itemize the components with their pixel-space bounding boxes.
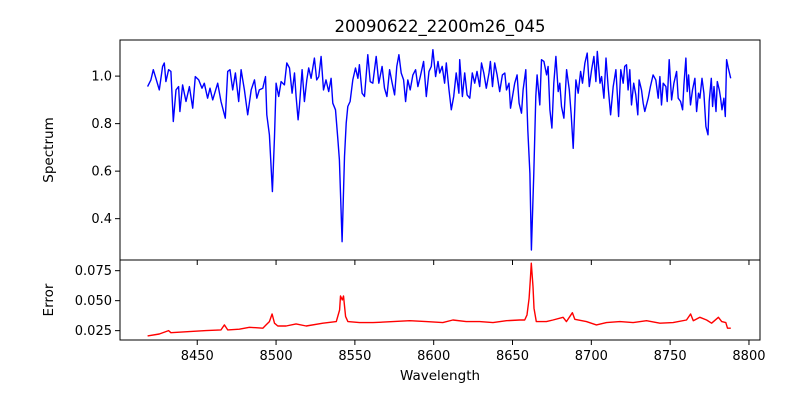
x-tick-label: 8650	[496, 349, 529, 364]
y-tick-label: 0.4	[91, 212, 112, 227]
y-tick-label: 0.025	[75, 324, 112, 339]
error-line	[147, 262, 731, 337]
x-tick-label: 8450	[181, 349, 214, 364]
x-tick-label: 8550	[338, 349, 371, 364]
y-tick-label: 0.8	[91, 117, 112, 132]
x-tick-label: 8500	[260, 349, 293, 364]
y-tick-label: 1.0	[91, 70, 112, 85]
x-tick-label: 8750	[654, 349, 687, 364]
chart-title: 20090622_2200m26_045	[334, 17, 545, 37]
x-tick-label: 8600	[417, 349, 450, 364]
y-tick-label: 0.075	[75, 264, 112, 279]
x-tick-label: 8700	[575, 349, 608, 364]
x-axis-label: Wavelength	[400, 368, 480, 384]
y-tick-label: 0.050	[75, 294, 112, 309]
spectrum-line	[146, 49, 732, 251]
error-panel: 0.025 0.050 0.075 8450 8500 8550 8600 8650 8700 8…	[75, 259, 766, 364]
x-tick-label: 8800	[732, 349, 765, 364]
y-tick-label: 0.6	[91, 165, 112, 180]
spectrum-y-label: Spectrum	[41, 117, 57, 182]
error-y-label: Error	[41, 283, 57, 316]
axes-frame	[119, 259, 761, 341]
